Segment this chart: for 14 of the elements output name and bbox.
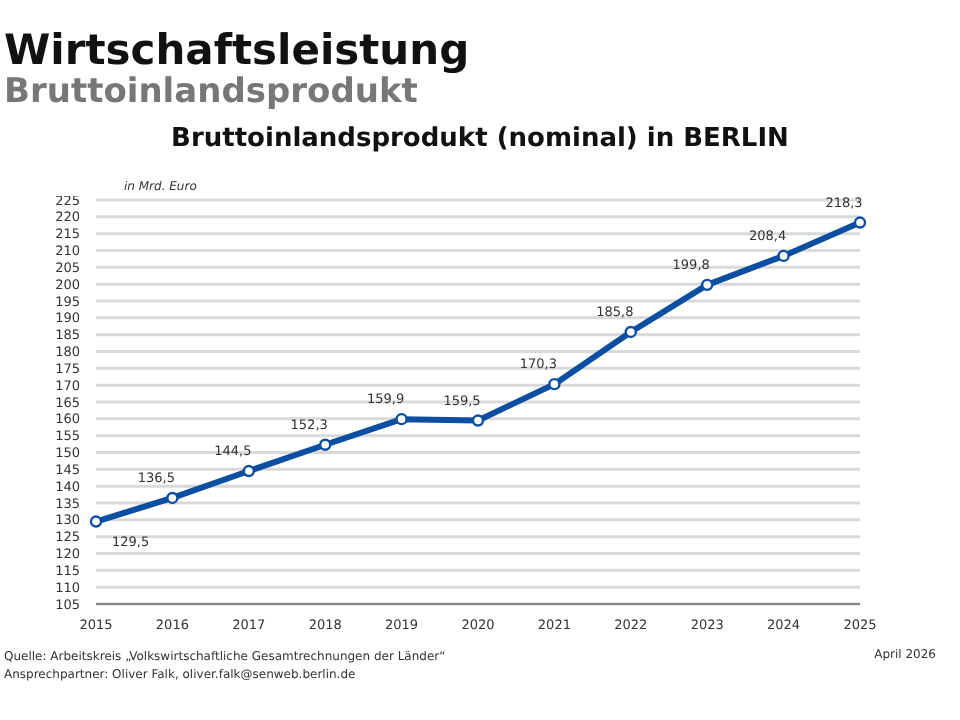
point bbox=[853, 216, 867, 229]
text: Bruttoinlandsprodukt (nominal) in BERLIN bbox=[169, 124, 791, 154]
point bbox=[319, 438, 332, 451]
point bbox=[471, 414, 485, 427]
point bbox=[89, 515, 103, 528]
point bbox=[242, 464, 255, 478]
point bbox=[166, 491, 179, 505]
point bbox=[624, 325, 637, 339]
chart-title: Wirtschaftsleistung bbox=[4, 26, 470, 74]
point bbox=[701, 278, 714, 292]
point bbox=[548, 377, 561, 391]
point bbox=[395, 412, 408, 426]
point bbox=[777, 249, 790, 263]
chart-subtitle: Bruttoinlandsprodukt bbox=[4, 72, 418, 112]
